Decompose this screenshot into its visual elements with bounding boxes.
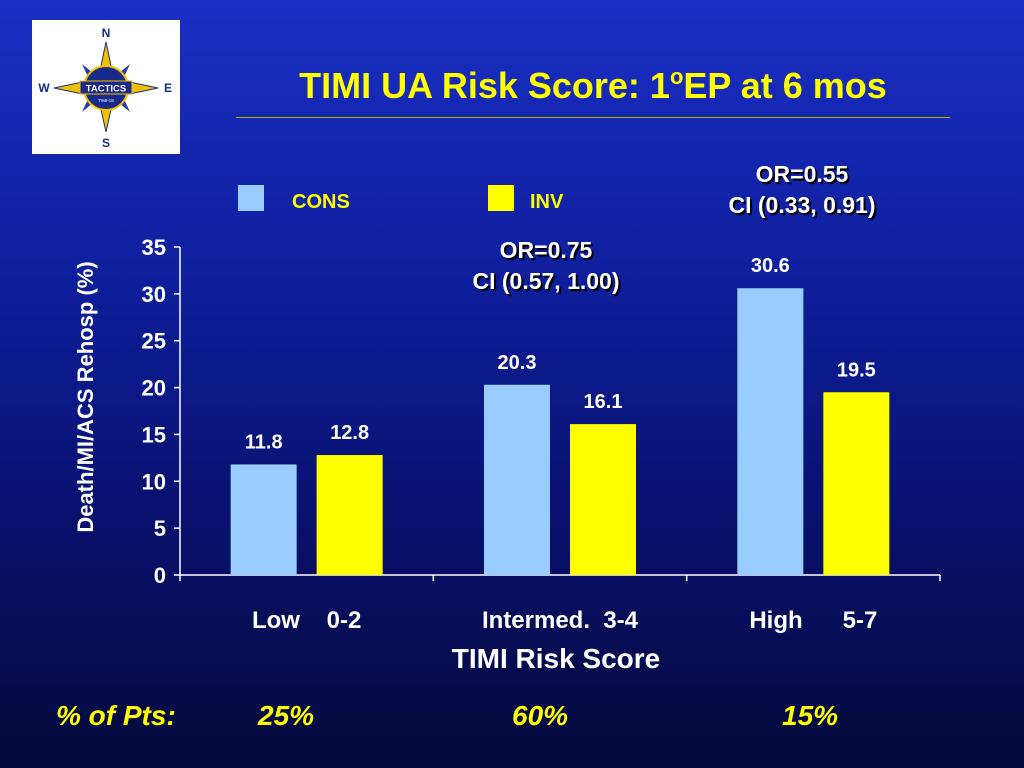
annotation-text: OR=0.75 xyxy=(500,237,593,263)
y-tick-label: 0 xyxy=(154,563,166,588)
legend-label-cons: CONS xyxy=(292,191,350,213)
compass-icon: N S W E TACTICS TIMI-18 xyxy=(38,26,172,150)
x-axis-title: TIMI Risk Score xyxy=(452,643,661,674)
data-label: 20.3 xyxy=(498,352,537,374)
pts-value-high: 15% xyxy=(782,700,839,731)
y-tick-label: 30 xyxy=(142,282,166,307)
annotation-text: CI (0.33, 0.91) xyxy=(728,192,875,218)
y-tick-label: 20 xyxy=(142,376,166,401)
y-tick-label: 5 xyxy=(154,516,166,541)
compass-s: S xyxy=(102,136,110,150)
compass-e: E xyxy=(164,81,172,95)
logo-text: TACTICS xyxy=(86,84,126,95)
bar-inv xyxy=(316,455,383,575)
y-tick-label: 25 xyxy=(142,329,166,354)
y-tick-label: 35 xyxy=(142,235,166,260)
data-label: 11.8 xyxy=(245,431,283,453)
title-tail: EP at 6 mos xyxy=(683,65,887,106)
compass-n: N xyxy=(102,26,111,40)
annotation-text: OR=0.55 xyxy=(756,161,849,187)
y-axis-title: Death/MI/ACS Rehosp (%) xyxy=(73,261,98,532)
bar-cons xyxy=(484,384,550,575)
logo-subtext: TIMI-18 xyxy=(98,98,114,103)
y-tick-label: 10 xyxy=(142,469,166,494)
data-label: 12.8 xyxy=(330,422,369,444)
bar-cons xyxy=(737,288,804,575)
pts-value-low: 25% xyxy=(258,700,315,731)
slide-title: TIMI UA Risk Score: 1oEP at 6 mos xyxy=(236,64,950,107)
annotation-text: CI (0.57, 1.00) xyxy=(472,268,619,294)
title-divider xyxy=(236,117,950,118)
legend-label-inv: INV xyxy=(530,191,564,213)
legend-swatch-inv xyxy=(488,185,514,211)
data-label: 16.1 xyxy=(584,391,623,413)
y-tick-label: 15 xyxy=(142,422,166,447)
tactics-logo: N S W E TACTICS TIMI-18 xyxy=(32,20,180,154)
pts-label: % of Pts: xyxy=(56,700,176,731)
legend-swatch-cons xyxy=(238,185,264,211)
title-sup: o xyxy=(669,64,684,89)
bar-inv xyxy=(823,392,890,575)
bar-cons xyxy=(230,464,297,575)
data-label: 19.5 xyxy=(837,359,876,381)
bar-inv xyxy=(570,424,636,575)
x-tick-label: High 5-7 xyxy=(749,607,877,634)
title-main: TIMI UA Risk Score: 1 xyxy=(299,65,670,106)
pts-value-intermed: 60% xyxy=(512,700,569,731)
x-tick-label: Intermed. 3-4 xyxy=(482,607,639,634)
x-tick-label: Low 0-2 xyxy=(252,607,361,634)
compass-w: W xyxy=(38,81,50,95)
data-label: 30.6 xyxy=(751,255,790,277)
